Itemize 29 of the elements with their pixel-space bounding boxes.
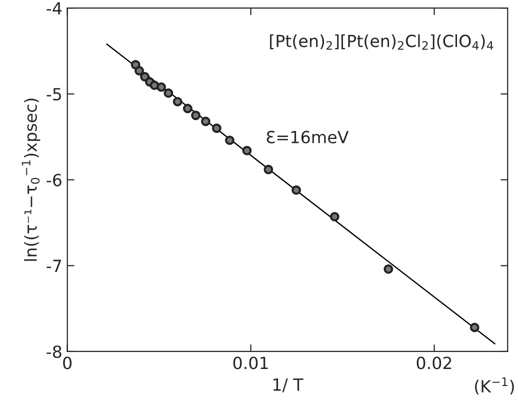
point [264,164,274,174]
point [182,104,192,114]
point [140,72,150,82]
x-tick-label: 0 [63,356,72,370]
point [164,88,174,98]
annotation: Ɛ=16meV [266,130,349,144]
point [172,96,182,106]
x-tick-label: 0.02 [416,356,452,370]
point [384,264,394,274]
y-tick-label: -6 [46,174,62,186]
point [200,116,210,126]
x-axis-title: 1/ T [273,378,304,392]
point [330,212,340,222]
point [156,82,166,92]
text: [Pt(en)$_{2}$][Pt(en)$_{2}$Cl$_{2}$](ClO$_{4}$)$_{4}$ [270,34,494,50]
y-axis-title: ln((τ⁻¹−τ$_{0}$$^{−1}$)xpsec) [22,98,40,261]
point [242,146,252,156]
point [224,136,234,146]
y-tick-label: -7 [46,260,62,272]
point [292,185,302,195]
y-tick-label: -8 [46,345,62,358]
point [212,124,222,133]
point [191,110,200,120]
y-tick-label: -5 [46,88,62,100]
x-tick-label: 0.01 [233,356,268,370]
text: (K$^{−1}$) [475,377,514,395]
y-tick-label: -4 [46,2,62,14]
point [470,322,480,332]
point [134,66,144,76]
